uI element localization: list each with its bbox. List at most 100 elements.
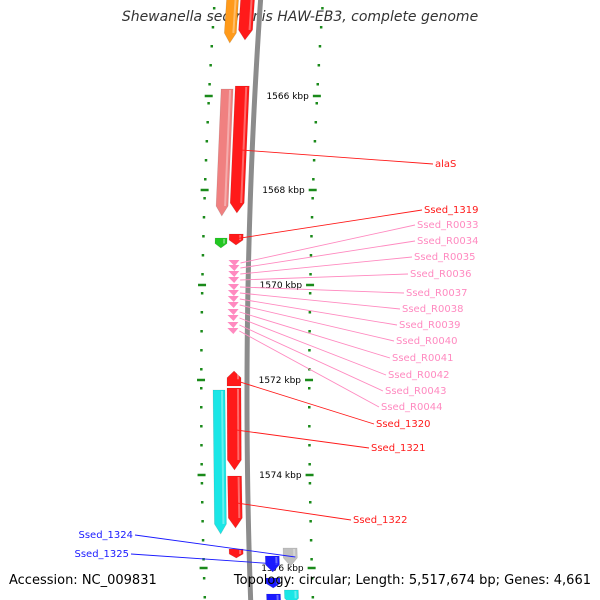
minor-tick (201, 539, 205, 542)
minor-tick (200, 444, 203, 447)
gene-label-ssed-r0043[interactable]: Ssed_R0043 (385, 386, 446, 397)
gene-arrow-ssed-1320[interactable] (226, 370, 242, 387)
minor-tick (208, 83, 211, 86)
rna-arrow-ssed-r0038[interactable] (227, 290, 239, 296)
gene-label-ssed-r0038[interactable]: Ssed_R0038 (402, 304, 463, 315)
rna-arrow-ssed-r0039[interactable] (227, 296, 239, 302)
minor-tick (201, 254, 205, 257)
minor-tick (200, 406, 203, 409)
gene-label-ssed-1320[interactable]: Ssed_1320 (376, 419, 431, 430)
leader-line (229, 428, 370, 449)
gene-label-ssed-1325[interactable]: Ssed_1325 (74, 549, 129, 560)
gene-arrow[interactable] (215, 88, 234, 217)
rna-arrow-ssed-r0033[interactable] (228, 260, 240, 266)
minor-tick (309, 254, 313, 257)
gene-label-ssed-1321[interactable]: Ssed_1321 (371, 443, 426, 454)
minor-tick (200, 463, 203, 466)
rna-arrow-ssed-r0037[interactable] (228, 284, 240, 290)
minor-tick (308, 292, 312, 295)
minor-tick (309, 273, 312, 276)
minor-tick (203, 197, 206, 200)
gene-highlight (237, 476, 241, 519)
label-layer: alaS Ssed_1319 Ssed_R0033 Ssed_R0034 Ssed_R0… (74, 149, 479, 565)
gene-label-ssed-1324[interactable]: Ssed_1324 (78, 530, 133, 541)
minor-tick (200, 482, 204, 485)
minor-tick (312, 159, 316, 162)
minor-tick (319, 26, 323, 29)
gene-arrow-ssed-1319[interactable] (228, 233, 244, 246)
gene-label-ssed-r0040[interactable]: Ssed_R0040 (396, 336, 457, 347)
rna-arrow-ssed-r0042[interactable] (227, 315, 239, 321)
leader-line (239, 324, 384, 392)
minor-tick (310, 216, 314, 219)
gene-arrow[interactable] (284, 589, 299, 600)
minor-tick (204, 159, 208, 162)
minor-tick (202, 216, 206, 219)
gene-arrow[interactable] (224, 0, 239, 44)
gene-arrow[interactable] (214, 237, 228, 249)
gene-arrow-ssed-1322[interactable] (227, 475, 243, 529)
tick-label: 1572 kbp (259, 376, 302, 386)
gene-label-ssed-r0041[interactable]: Ssed_R0041 (392, 353, 453, 364)
gene-label-ssed-r0034[interactable]: Ssed_R0034 (417, 236, 478, 247)
gene-arrow[interactable] (228, 548, 244, 559)
tick-label: 1570 kbp (260, 281, 303, 291)
rna-arrow-ssed-r0040[interactable] (227, 302, 239, 308)
leader-line (239, 292, 401, 310)
gene-label-ssed-1322[interactable]: Ssed_1322 (353, 515, 408, 526)
gene-label-ssed-r0035[interactable]: Ssed_R0035 (414, 252, 475, 263)
minor-tick (200, 387, 203, 390)
gene-arrow[interactable] (266, 593, 281, 600)
leader-line (239, 286, 405, 294)
rna-arrow-ssed-r0035[interactable] (228, 271, 240, 277)
minor-tick (210, 45, 214, 48)
gene-label-ssed-r0044[interactable]: Ssed_R0044 (381, 402, 442, 413)
gene-arrow[interactable] (212, 389, 227, 535)
gene-highlight (221, 390, 225, 525)
gene-layer (212, 0, 299, 600)
gene-label-ssed-r0039[interactable]: Ssed_R0039 (399, 320, 460, 331)
minor-tick (308, 463, 311, 466)
leader-line (239, 311, 391, 359)
leader-line (130, 553, 278, 565)
minor-tick (204, 178, 207, 181)
rna-arrow-ssed-r0036[interactable] (228, 277, 240, 283)
leader-line (134, 534, 296, 558)
tick-label: 1568 kbp (262, 186, 305, 196)
leader-line (240, 224, 416, 264)
gene-label-alas[interactable]: alaS (435, 159, 456, 170)
minor-tick (308, 482, 312, 485)
gene-label-ssed-r0042[interactable]: Ssed_R0042 (388, 370, 449, 381)
rna-arrow-ssed-r0034[interactable] (228, 265, 240, 271)
gene-highlight (224, 89, 232, 207)
gene-label-ssed-r0037[interactable]: Ssed_R0037 (406, 288, 467, 299)
minor-tick (207, 102, 210, 105)
rna-arrow-ssed-r0043[interactable] (227, 322, 239, 328)
leader-line (231, 209, 423, 240)
minor-tick (200, 368, 203, 371)
tick-label: 1566 kbp (266, 92, 309, 102)
minor-tick (321, 7, 324, 10)
gene-label-ssed-1319[interactable]: Ssed_1319 (424, 205, 479, 216)
gene-label-ssed-r0036[interactable]: Ssed_R0036 (410, 269, 471, 280)
minor-tick (308, 444, 311, 447)
rna-arrow-ssed-r0044[interactable] (227, 328, 239, 334)
minor-tick (211, 26, 215, 29)
leader-line (239, 304, 395, 342)
gene-label-ssed-r0033[interactable]: Ssed_R0033 (417, 220, 478, 231)
gene-arrow-ssed-1321[interactable] (226, 387, 242, 471)
gene-arrow-ssed-1324[interactable] (282, 547, 298, 567)
minor-tick (308, 349, 311, 352)
minor-tick (317, 64, 321, 67)
gene-arrow[interactable] (238, 0, 256, 41)
minor-tick (200, 425, 203, 428)
minor-tick (206, 121, 209, 124)
leader-line (234, 149, 434, 165)
minor-tick (201, 273, 204, 276)
gene-highlight (232, 0, 237, 34)
gene-arrow[interactable] (265, 577, 281, 589)
minor-tick (308, 330, 311, 333)
rna-arrow-ssed-r0041[interactable] (227, 309, 239, 315)
minor-tick (311, 197, 314, 200)
